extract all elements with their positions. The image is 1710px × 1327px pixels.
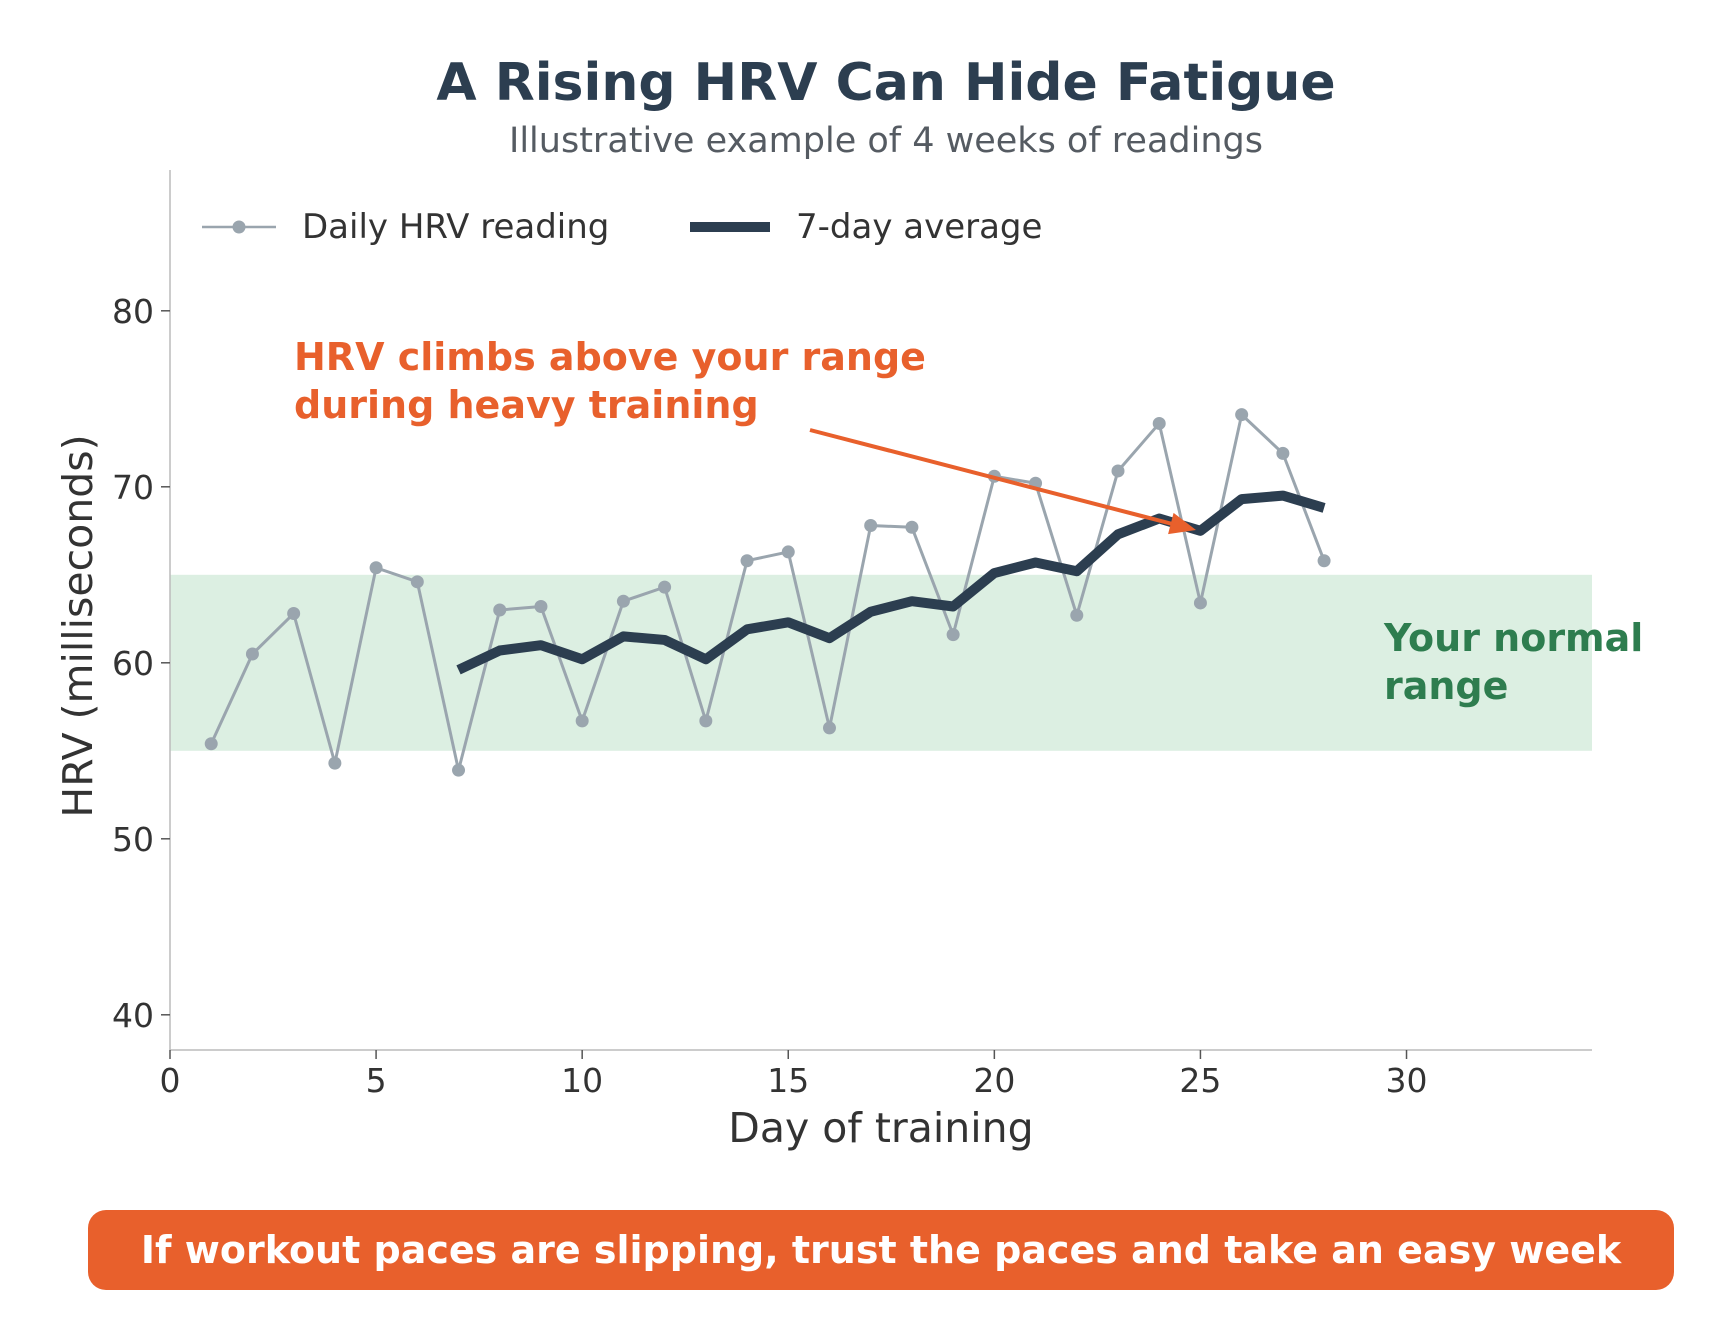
annotation-line-2: during heavy training [294, 383, 759, 427]
annotation: HRV climbs above your range during heavy… [294, 335, 1196, 535]
daily-hrv-point [822, 721, 836, 735]
normal-range-band [170, 574, 1592, 751]
x-tick-label: 0 [160, 1061, 181, 1100]
daily-hrv-point [1111, 464, 1125, 478]
annotation-arrow [809, 428, 1196, 535]
daily-hrv-point [658, 580, 672, 594]
annotation-arrow-head [1168, 512, 1196, 535]
advice-banner: If workout paces are slipping, trust the… [88, 1210, 1674, 1290]
daily-hrv-point [369, 561, 383, 575]
y-tick-label: 70 [112, 468, 154, 507]
daily-hrv-point [204, 737, 218, 751]
x-tick-label: 20 [973, 1061, 1015, 1100]
daily-hrv-point [245, 647, 259, 661]
daily-hrv-point [699, 714, 713, 728]
daily-hrv-point [1152, 416, 1166, 430]
y-tick-label: 50 [112, 820, 154, 859]
chart-title: A Rising HRV Can Hide Fatigue [436, 53, 1335, 113]
daily-hrv-point [452, 763, 466, 777]
y-axis-title: HRV (milliseconds) [54, 434, 102, 817]
daily-hrv-point [1193, 596, 1207, 610]
x-tick-label: 10 [561, 1061, 603, 1100]
daily-hrv-point [410, 575, 424, 589]
annotation-arrow-shaft [809, 428, 1185, 529]
legend-daily-label: Daily HRV reading [302, 207, 609, 247]
x-tick-label: 5 [366, 1061, 387, 1100]
range-label-line-2: range [1384, 664, 1508, 708]
y-tick-label: 40 [112, 996, 154, 1035]
daily-hrv-point [1317, 554, 1331, 568]
daily-hrv-point [1276, 446, 1290, 460]
daily-hrv-point [864, 519, 878, 533]
range-label: Your normal range [1383, 616, 1643, 708]
chart-subtitle: Illustrative example of 4 weeks of readi… [509, 121, 1263, 161]
annotation-line-1: HRV climbs above your range [294, 335, 926, 379]
daily-hrv-point [616, 594, 630, 608]
x-axis-title: Day of training [728, 1104, 1033, 1152]
x-tick-label: 25 [1179, 1061, 1221, 1100]
legend-average-label: 7-day average [796, 207, 1042, 247]
y-tick-label: 60 [112, 644, 154, 683]
daily-hrv-point [905, 520, 919, 534]
legend: Daily HRV reading 7-day average [202, 207, 1042, 247]
daily-hrv-point [1235, 408, 1249, 422]
x-tick-label: 15 [767, 1061, 809, 1100]
daily-hrv-point [534, 599, 548, 613]
legend-daily-marker [232, 220, 246, 234]
daily-hrv-point [575, 714, 589, 728]
x-tick-label: 30 [1386, 1061, 1428, 1100]
axes: 0 5 10 15 20 25 30 40 50 60 70 80 Day of training HRV… [54, 170, 1592, 1152]
daily-hrv-point [946, 628, 960, 642]
y-tick-label: 80 [112, 292, 154, 331]
daily-hrv-point [740, 554, 754, 568]
range-label-line-1: Your normal [1383, 616, 1643, 660]
plot-background [170, 574, 1592, 751]
daily-hrv-point [287, 607, 301, 621]
daily-hrv-point [1070, 608, 1084, 622]
daily-hrv-point [781, 545, 795, 559]
daily-hrv-point [328, 756, 342, 770]
daily-hrv-point [493, 603, 507, 617]
daily-hrv-line [209, 413, 1326, 772]
